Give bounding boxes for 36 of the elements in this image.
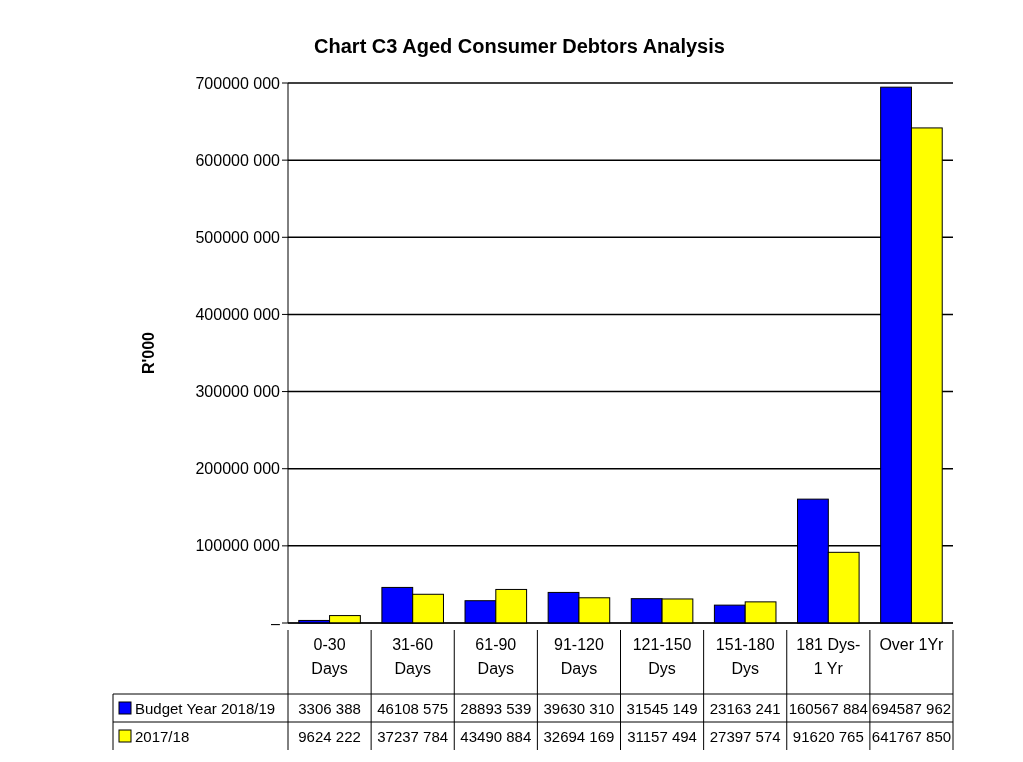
y-tick-label: 700000 000 [195, 74, 281, 92]
x-tick-label: 151-180 Dys [715, 636, 775, 677]
y-tick-label: – [271, 614, 281, 632]
x-tick-label: 121-150 Dys [632, 636, 692, 677]
data-label: 43490 884 [460, 728, 532, 745]
y-tick-label: 400000 000 [195, 306, 281, 324]
data-label: 32694 169 [543, 728, 615, 745]
y-tick-label: 500000 000 [195, 228, 281, 246]
data-label: 91620 765 [792, 728, 864, 745]
data-label: 3306 388 [298, 700, 361, 717]
data-label: 23163 241 [709, 700, 781, 717]
data-label: 31157 494 [627, 728, 697, 745]
x-tick-label: Over 1Yr [879, 636, 945, 653]
y-axis-title: R'000 [140, 331, 157, 375]
y-tick-label: 300000 000 [195, 383, 281, 401]
data-label: 46108 575 [377, 700, 449, 717]
data-label: 160567 884 [788, 700, 868, 717]
data-label: 37237 784 [377, 728, 449, 745]
x-tick-label: 0-30 Days [311, 636, 348, 677]
y-tick-label: 100000 000 [195, 537, 281, 555]
x-tick-label: 31-60 Days [392, 636, 434, 677]
data-label: 9624 222 [298, 728, 361, 745]
data-label: 28893 539 [460, 700, 532, 717]
legend-label: 2017/18 [135, 728, 190, 745]
x-tick-label: 61-90 Days [475, 636, 517, 677]
data-label: 27397 574 [709, 728, 781, 745]
y-tick-label: 200000 000 [195, 460, 281, 478]
legend-label: Budget Year 2018/19 [135, 700, 276, 717]
data-label: 641767 850 [871, 728, 952, 745]
y-tick-label: 600000 000 [195, 151, 281, 169]
data-label: 39630 310 [543, 700, 615, 717]
data-label: 694587 962 [871, 700, 952, 717]
x-tick-label: 91-120 Days [554, 636, 604, 677]
x-tick-label: 181 Dys- 1 Yr [796, 636, 861, 677]
chart-title: Chart C3 Aged Consumer Debtors Analysis [314, 35, 725, 57]
data-label: 31545 149 [626, 700, 698, 717]
